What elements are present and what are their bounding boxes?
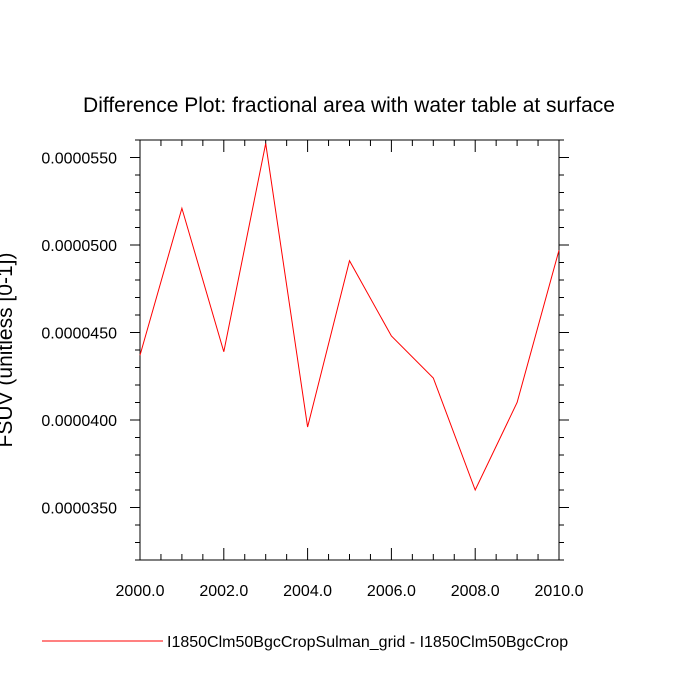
x-tick-label: 2008.0 [451, 583, 500, 600]
major-ticks [130, 140, 569, 560]
x-tick-label: 2010.0 [535, 583, 584, 600]
y-tick-label: 0.0000500 [41, 238, 117, 255]
chart-title: Difference Plot: fractional area with wa… [83, 94, 615, 117]
y-tick-label: 0.0000550 [41, 151, 117, 168]
x-tick-label: 2000.0 [116, 583, 165, 600]
series-lines [139, 143, 560, 492]
y-tick-labels: 0.0000350 0.0000400 0.0000450 0.0000500 0.00… [41, 151, 117, 518]
y-tick-label: 0.0000350 [41, 501, 117, 518]
legend: I1850Clm50BgcCropSulman_grid - I1850Clm5… [42, 634, 568, 651]
x-tick-labels: 2000.0 2002.0 2004.0 2006.0 2008.0 2010.0 [116, 583, 584, 600]
y-axis-label: FSUV (unitless [0-1]) [0, 253, 17, 448]
minor-ticks [135, 139, 564, 561]
y-tick-label: 0.0000450 [41, 326, 117, 343]
plot-frame [139, 139, 560, 561]
series-line [139, 143, 560, 492]
x-tick-label: 2002.0 [199, 583, 248, 600]
legend-label: I1850Clm50BgcCropSulman_grid - I1850Clm5… [167, 634, 568, 651]
x-tick-label: 2006.0 [367, 583, 416, 600]
x-tick-label: 2004.0 [283, 583, 332, 600]
y-tick-label: 0.0000400 [41, 413, 117, 430]
